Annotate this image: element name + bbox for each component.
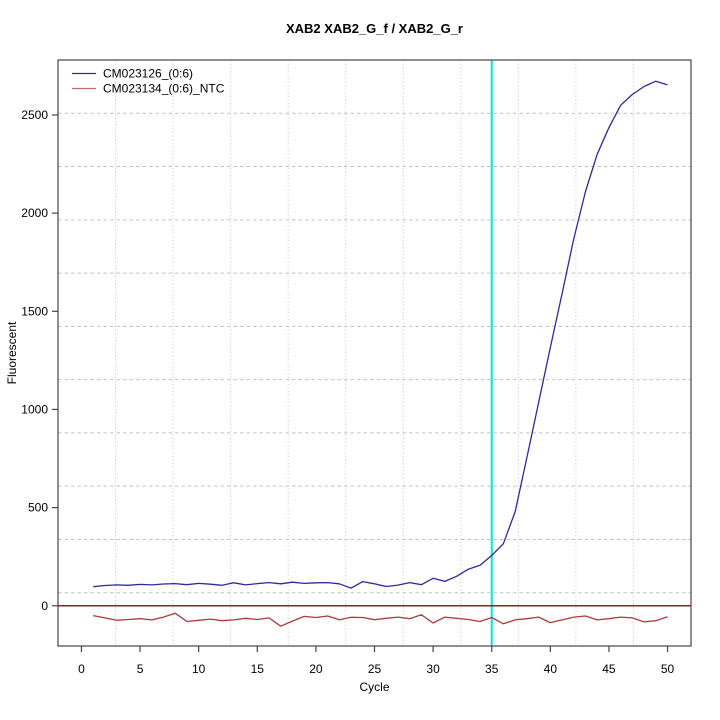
x-tick-label: 35 <box>485 662 499 676</box>
chart-title: XAB2 XAB2_G_f / XAB2_G_r <box>286 21 463 36</box>
series-line-ntc <box>93 612 668 627</box>
x-tick-label: 20 <box>309 662 323 676</box>
y-tick-label: 1500 <box>21 304 48 318</box>
x-tick-label: 45 <box>602 662 616 676</box>
y-tick-label: 1000 <box>21 402 48 416</box>
x-tick-label: 30 <box>426 662 440 676</box>
x-tick-label: 25 <box>368 662 382 676</box>
series-line-sample <box>93 80 668 589</box>
legend-label-sample: CM023126_(0:6) <box>103 67 193 81</box>
x-tick-label: 5 <box>137 662 144 676</box>
y-tick-label: 2000 <box>21 206 48 220</box>
x-tick-label: 15 <box>251 662 265 676</box>
x-tick-label: 0 <box>78 662 85 676</box>
y-tick-label: 500 <box>28 501 48 515</box>
x-tick-label: 40 <box>544 662 558 676</box>
y-axis-label: Fluorescent <box>5 321 19 384</box>
legend-label-ntc: CM023134_(0:6)_NTC <box>103 82 225 96</box>
x-axis-label: Cycle <box>359 680 389 694</box>
x-tick-label: 10 <box>192 662 206 676</box>
y-tick-label: 0 <box>41 599 48 613</box>
x-tick-label: 50 <box>661 662 675 676</box>
y-tick-label: 2500 <box>21 108 48 122</box>
